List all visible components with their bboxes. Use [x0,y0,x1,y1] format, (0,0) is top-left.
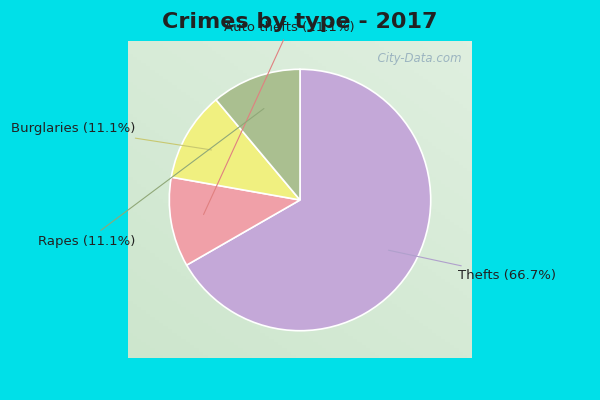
Text: Auto thefts (11.1%): Auto thefts (11.1%) [203,22,355,214]
Text: City-Data.com: City-Data.com [370,52,461,65]
Text: Crimes by type - 2017: Crimes by type - 2017 [162,12,438,32]
Wedge shape [216,69,300,200]
Wedge shape [171,100,300,200]
Wedge shape [187,69,431,331]
Wedge shape [169,177,300,265]
Text: Burglaries (11.1%): Burglaries (11.1%) [11,122,212,150]
Text: Rapes (11.1%): Rapes (11.1%) [38,108,264,248]
Text: Thefts (66.7%): Thefts (66.7%) [388,250,556,282]
